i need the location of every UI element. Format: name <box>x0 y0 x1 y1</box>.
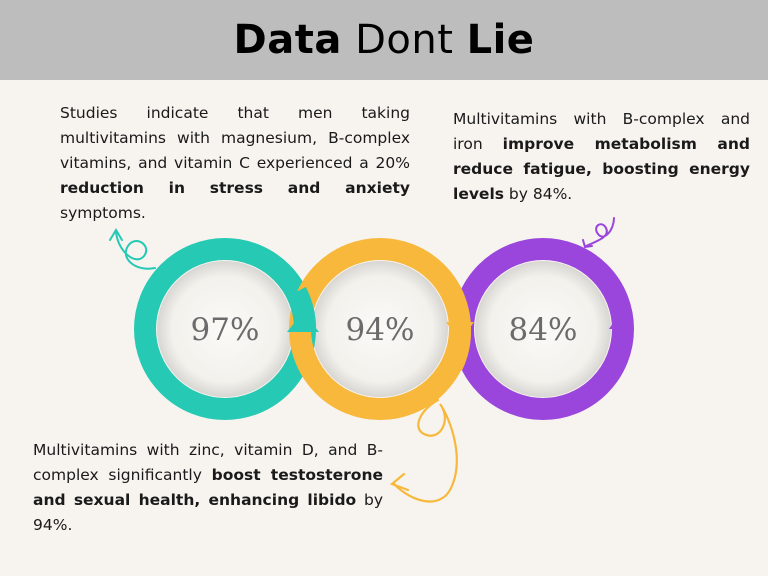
stress-paragraph: Studies indicate that men taking multivi… <box>60 101 410 226</box>
stress-text-1: Studies indicate that men taking multivi… <box>60 104 410 172</box>
ring-orange-arrowhead <box>446 322 474 342</box>
title-part-dont: Dont <box>341 17 467 63</box>
title-part-lie: Lie <box>466 17 535 63</box>
purple-squiggle-arrow <box>585 217 615 247</box>
orange-arrow-tip <box>389 472 410 492</box>
purple-arrow-tip <box>582 239 593 249</box>
testosterone-highlight: boost testosterone and sexual health, en… <box>33 466 383 509</box>
stat-value-orange: 94% <box>346 312 415 348</box>
title-part-data: Data <box>233 17 342 63</box>
ring-inner-disc-3 <box>475 261 611 397</box>
teal-squiggle-arrow <box>115 231 156 270</box>
energy-text-1: Multivitamins with B-complex and iron <box>453 110 750 153</box>
header-bar: Data Dont Lie <box>0 0 768 80</box>
testosterone-paragraph: Multivitamins with zinc, vitamin D, and … <box>33 438 383 538</box>
stat-value-teal: 97% <box>191 312 260 348</box>
energy-highlight: improve metabolism and reduce fatigue, b… <box>453 135 750 203</box>
orange-loop-arrow <box>392 398 458 503</box>
teal-arrow-tip <box>109 228 123 241</box>
testosterone-text-2: by 94%. <box>33 491 383 534</box>
ring-teal-arrowhead <box>287 312 319 332</box>
energy-text-2: by 84%. <box>503 185 573 203</box>
stress-highlight: reduction in stress and anxiety <box>60 179 410 197</box>
energy-paragraph: Multivitamins with B-complex and iron im… <box>453 107 750 207</box>
testosterone-text-1: Multivitamins with zinc, vitamin D, and … <box>33 441 383 484</box>
ring-inner-disc-1 <box>157 261 293 397</box>
ring-inner-disc-2 <box>312 261 448 397</box>
page-title: Data Dont Lie <box>234 17 535 63</box>
stress-text-2: symptoms. <box>60 204 146 222</box>
ring-purple-arrowhead <box>609 311 633 329</box>
stat-value-purple: 84% <box>509 312 578 348</box>
